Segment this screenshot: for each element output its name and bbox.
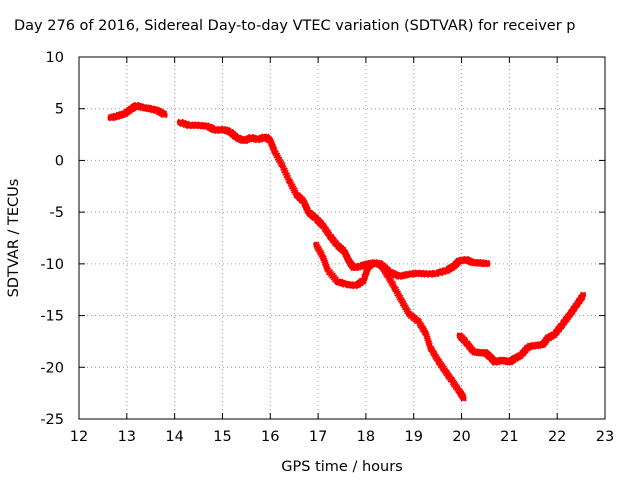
data-point xyxy=(461,395,467,401)
x-tick-label: 14 xyxy=(165,429,183,445)
grid-lines xyxy=(79,57,605,419)
y-tick-label: -10 xyxy=(40,257,64,273)
x-tick-label: 23 xyxy=(596,429,614,445)
series-track-1 xyxy=(107,101,168,122)
x-tick-label: 18 xyxy=(357,429,375,445)
x-tick-label: 20 xyxy=(452,429,470,445)
plot-frame xyxy=(78,56,606,420)
y-axis-label: SDTVAR / TECUs xyxy=(6,179,22,298)
series-track-4 xyxy=(456,291,587,366)
y-tick-label: 0 xyxy=(55,153,64,169)
x-tick-label: 22 xyxy=(548,429,566,445)
y-tick-label: 10 xyxy=(46,50,64,66)
x-axis-label: GPS time / hours xyxy=(281,459,402,475)
data-points xyxy=(107,101,587,402)
y-axis-ticks: -25 -20 -15 -10 -5 0 5 10 xyxy=(40,50,605,428)
chart-title: Day 276 of 2016, Sidereal Day-to-day VTE… xyxy=(14,18,576,34)
series-track-3 xyxy=(313,241,467,402)
y-tick-label: -20 xyxy=(40,360,64,376)
x-tick-label: 17 xyxy=(309,429,327,445)
x-axis-ticks: 12 13 14 15 16 17 18 19 20 21 22 23 xyxy=(70,57,614,445)
x-tick-label: 21 xyxy=(500,429,518,445)
x-tick-label: 13 xyxy=(118,429,136,445)
y-tick-label: -5 xyxy=(50,205,64,221)
x-tick-label: 16 xyxy=(261,429,279,445)
data-point xyxy=(485,261,491,267)
y-tick-label: -15 xyxy=(40,309,64,325)
x-tick-label: 12 xyxy=(70,429,88,445)
y-tick-label: -25 xyxy=(40,412,64,428)
y-tick-label: 5 xyxy=(55,102,64,118)
data-point xyxy=(580,292,587,298)
x-tick-label: 15 xyxy=(213,429,231,445)
series-track-2 xyxy=(176,118,491,281)
data-point xyxy=(162,112,168,118)
x-tick-label: 19 xyxy=(405,429,423,445)
